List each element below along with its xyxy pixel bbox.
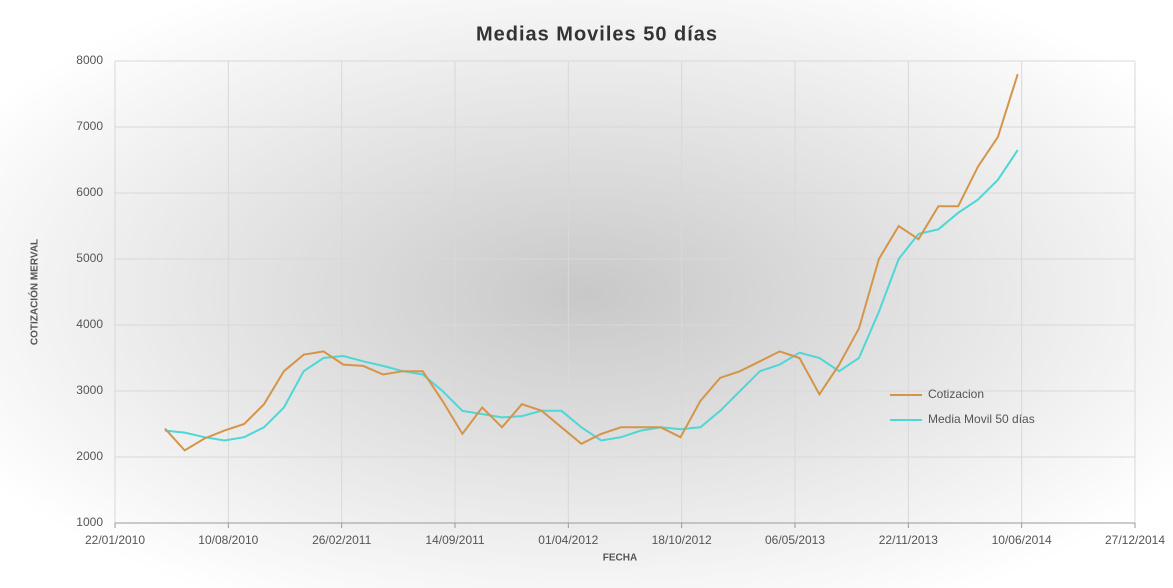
legend-label: Media Movil 50 días <box>928 412 1035 426</box>
x-tick-label: 26/02/2011 <box>312 533 371 547</box>
line-series <box>164 149 1019 442</box>
x-tick-label: 27/12/2014 <box>1105 533 1165 547</box>
y-tick-label: 2000 <box>76 449 103 463</box>
y-tick-label: 1000 <box>76 515 103 529</box>
x-tick-label: 10/08/2010 <box>198 533 258 547</box>
y-tick-label: 6000 <box>76 185 103 199</box>
x-tick-label: 06/05/2013 <box>765 533 825 547</box>
y-tick-label: 7000 <box>76 119 103 133</box>
legend-label: Cotizacion <box>928 387 984 401</box>
y-tick-label: 8000 <box>76 53 103 67</box>
x-axis-label: FECHA <box>603 553 637 564</box>
y-tick-label: 4000 <box>76 317 103 331</box>
chart-title: Medias Moviles 50 días <box>476 23 718 45</box>
x-tick-label: 22/01/2010 <box>85 533 145 547</box>
line-series <box>164 73 1019 452</box>
y-tick-label: 5000 <box>76 251 103 265</box>
y-tick-label: 3000 <box>76 383 103 397</box>
x-tick-label: 10/06/2014 <box>992 533 1052 547</box>
x-tick-label: 01/04/2012 <box>538 533 598 547</box>
x-tick-label: 22/11/2013 <box>879 533 938 547</box>
x-tick-label: 18/10/2012 <box>652 533 712 547</box>
x-tick-label: 14/09/2011 <box>425 533 484 547</box>
y-axis-label: COTIZACIÓN MERVAL <box>28 239 41 345</box>
